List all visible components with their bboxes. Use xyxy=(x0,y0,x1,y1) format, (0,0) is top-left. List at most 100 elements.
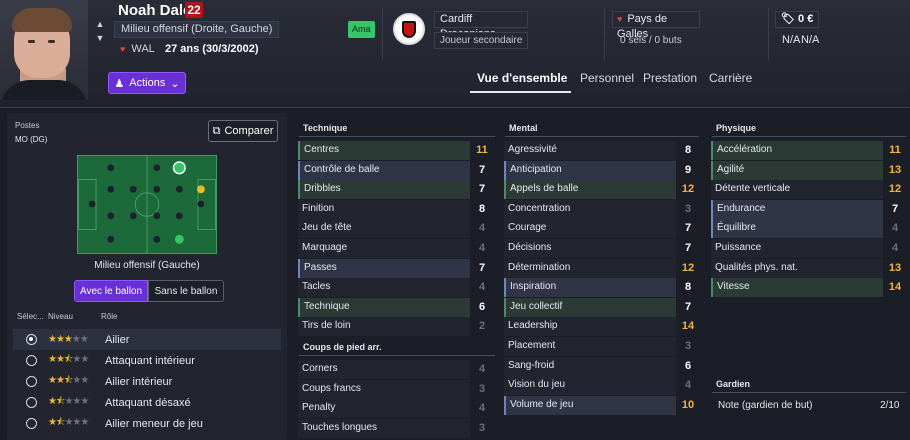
position-dot-natural[interactable] xyxy=(174,234,184,244)
attribute-value: 2 xyxy=(470,317,494,336)
attribute-row[interactable]: Endurance 7 xyxy=(711,200,907,219)
with-ball-toggle[interactable]: Avec le ballon xyxy=(74,280,148,302)
attribute-row[interactable]: Concentration 3 xyxy=(504,200,700,219)
position-dot-accomplished[interactable] xyxy=(196,185,205,194)
attribute-row[interactable]: Tirs de loin 2 xyxy=(298,317,494,336)
compare-button[interactable]: ⧉ Comparer xyxy=(208,120,278,142)
star-rating-icon: ★★⯪★★ xyxy=(48,354,89,365)
attribute-row[interactable]: Inspiration 8 xyxy=(504,278,700,297)
attribute-value: 7 xyxy=(676,298,700,317)
attribute-value: 4 xyxy=(470,278,494,297)
flag-icon: ♥ xyxy=(617,14,623,24)
attribute-value: 4 xyxy=(470,399,494,418)
attribute-row[interactable]: Sang-froid 6 xyxy=(504,357,700,376)
role-row[interactable]: ★★⯪★★ Ailier intérieur xyxy=(13,371,281,392)
role-row[interactable]: ★⯪★★★ Attaquant désaxé xyxy=(13,392,281,413)
attribute-row[interactable]: Marquage 4 xyxy=(298,239,494,258)
attribute-row[interactable]: Contrôle de balle 7 xyxy=(298,161,494,180)
attribute-name: Qualités phys. nat. xyxy=(715,262,798,273)
attribute-row[interactable]: Penalty 4 xyxy=(298,399,494,418)
selected-position-caption: Milieu offensif (Gauche) xyxy=(94,260,200,271)
attribute-row[interactable]: Passes 7 xyxy=(298,259,494,278)
attribute-row[interactable]: Leadership 14 xyxy=(504,317,700,336)
attribute-row[interactable]: Détente verticale 12 xyxy=(711,180,907,199)
attribute-row[interactable]: Jeu collectif 7 xyxy=(504,298,700,317)
attribute-row[interactable]: Centres 11 xyxy=(298,141,494,160)
attribute-row[interactable]: Qualités phys. nat. 13 xyxy=(711,259,907,278)
attribute-row[interactable]: Touches longues 3 xyxy=(298,419,494,438)
attribute-value: 7 xyxy=(470,259,494,278)
attribute-value: 11 xyxy=(883,141,907,160)
attribute-row[interactable]: Appels de balle 12 xyxy=(504,180,700,199)
attribute-value: 4 xyxy=(883,239,907,258)
attribute-value: 7 xyxy=(470,161,494,180)
attribute-row[interactable]: Courage 7 xyxy=(504,219,700,238)
tab-performance[interactable]: Prestation xyxy=(643,71,698,85)
club-logo[interactable] xyxy=(393,13,425,45)
international-country[interactable]: ♥ Pays de Galles xyxy=(612,11,700,40)
attribute-name: Puissance xyxy=(715,242,762,253)
attribute-name: Dribbles xyxy=(304,183,341,194)
attribute-group-title: Physique xyxy=(716,123,757,133)
without-ball-toggle[interactable]: Sans le ballon xyxy=(148,280,224,302)
actions-button[interactable]: ♟ Actions ⌄ xyxy=(108,72,186,94)
attribute-row[interactable]: Accélération 11 xyxy=(711,141,907,160)
attribute-row[interactable]: Puissance 4 xyxy=(711,239,907,258)
role-row[interactable]: ★⯪★★★ Ailier meneur de jeu xyxy=(13,413,281,434)
chevron-up-icon[interactable]: ▲ xyxy=(95,19,105,29)
role-radio[interactable] xyxy=(26,355,37,366)
tab-career[interactable]: Carrière xyxy=(709,71,753,85)
contract-value: N/A xyxy=(801,34,820,46)
attribute-row[interactable]: Agressivité 8 xyxy=(504,141,700,160)
role-radio[interactable] xyxy=(26,418,37,429)
attribute-group-title: Technique xyxy=(303,123,348,133)
role-radio[interactable] xyxy=(26,376,37,387)
attribute-row[interactable]: Anticipation 9 xyxy=(504,161,700,180)
role-name: Ailier intérieur xyxy=(105,375,173,388)
attribute-row[interactable]: Technique 6 xyxy=(298,298,494,317)
attribute-row[interactable]: Volume de jeu 10 xyxy=(504,396,700,415)
attribute-name: Jeu collectif xyxy=(510,301,563,312)
attribute-value: 12 xyxy=(676,259,700,278)
tab-personal[interactable]: Personnel xyxy=(580,71,635,85)
attribute-row[interactable]: Vision du jeu 4 xyxy=(504,376,700,395)
attribute-name: Corners xyxy=(302,363,338,374)
attribute-row[interactable]: Agilité 13 xyxy=(711,161,907,180)
attribute-value: 7 xyxy=(883,200,907,219)
attribute-name: Accélération xyxy=(717,144,773,155)
position-pitch[interactable] xyxy=(77,155,217,254)
club-name[interactable]: Cardiff Draconians xyxy=(434,11,528,40)
column-header-level: Niveau xyxy=(48,312,73,321)
attribute-value: 12 xyxy=(676,180,700,199)
attribute-value: 14 xyxy=(676,317,700,336)
attribute-row[interactable]: Tacles 4 xyxy=(298,278,494,297)
attribute-row[interactable]: Vitesse 14 xyxy=(711,278,907,297)
player-number: 22 xyxy=(185,2,203,18)
attribute-row[interactable]: Jeu de tête 4 xyxy=(298,219,494,238)
role-row[interactable]: ★★⯪★★ Attaquant intérieur xyxy=(13,350,281,371)
chevron-down-icon[interactable]: ▼ xyxy=(95,33,105,43)
position-dot-selected[interactable] xyxy=(172,161,186,175)
attribute-value: 13 xyxy=(883,161,907,180)
player-nav-arrows[interactable]: ▲ ▼ xyxy=(95,17,105,45)
attribute-row[interactable]: Finition 8 xyxy=(298,200,494,219)
role-row[interactable]: ★★★★★ Ailier xyxy=(13,329,281,350)
divider xyxy=(505,136,699,137)
squad-role: Joueur secondaire xyxy=(434,32,528,49)
attribute-value: 12 xyxy=(883,180,907,199)
attribute-value: 7 xyxy=(676,219,700,238)
player-age: 27 ans (30/3/2002) xyxy=(165,43,259,55)
attribute-row[interactable]: Placement 3 xyxy=(504,337,700,356)
attribute-row[interactable]: Décisions 7 xyxy=(504,239,700,258)
attribute-row[interactable]: Dribbles 7 xyxy=(298,180,494,199)
attribute-name: Détente verticale xyxy=(715,183,791,194)
tab-overview[interactable]: Vue d'ensemble xyxy=(477,71,568,85)
attribute-row[interactable]: Équilibre 4 xyxy=(711,219,907,238)
attribute-name: Inspiration xyxy=(510,281,557,292)
role-radio[interactable] xyxy=(26,334,37,345)
role-radio[interactable] xyxy=(26,397,37,408)
attribute-value: 4 xyxy=(470,219,494,238)
attribute-row[interactable]: Coups francs 3 xyxy=(298,380,494,399)
attribute-row[interactable]: Corners 4 xyxy=(298,360,494,379)
attribute-row[interactable]: Détermination 12 xyxy=(504,259,700,278)
